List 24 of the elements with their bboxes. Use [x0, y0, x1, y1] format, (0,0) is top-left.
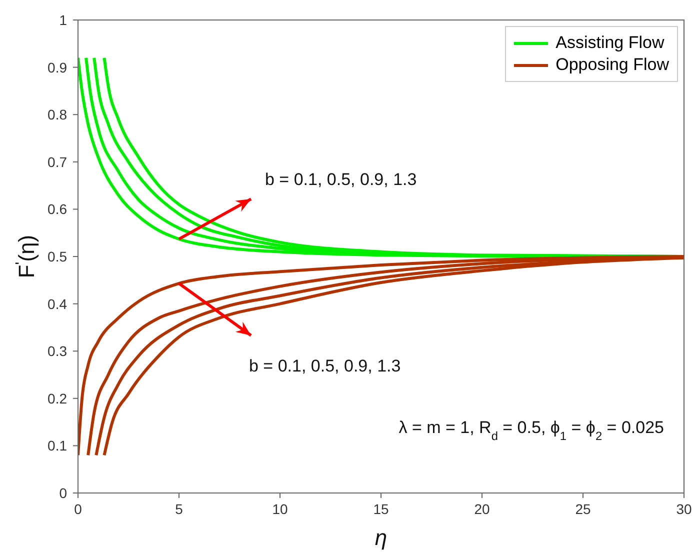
y-tick-label: 0.4: [48, 296, 68, 312]
annotation: b = 0.1, 0.5, 0.9, 1.3: [249, 356, 401, 376]
y-tick-label: 0.9: [48, 59, 68, 76]
y-tick-label: 0.7: [48, 154, 68, 170]
x-tick-label: 20: [474, 500, 490, 517]
y-tick-label: 1: [59, 12, 68, 28]
y-tick-label: 0.3: [48, 343, 68, 360]
y-tick-label: 0.5: [48, 248, 68, 264]
x-tick-label: 15: [373, 500, 389, 517]
x-tick-label: 5: [175, 500, 184, 517]
y-tick-label: 0.8: [48, 106, 68, 123]
y-tick-label: 0.2: [48, 390, 68, 406]
annotation: λ = m = 1, R$_{d}$ = 0.5, ϕ$_{1}$ = ϕ$_{2}$ = 0.025: [398, 418, 664, 443]
x-tick-label: 25: [575, 500, 591, 517]
legend-label: Opposing Flow: [556, 55, 669, 75]
legend-label: Assisting Flow: [556, 33, 664, 53]
x-axis-title: η: [374, 525, 388, 550]
annotation: b = 0.1, 0.5, 0.9, 1.3: [265, 170, 417, 189]
y-tick-label: 0.1: [48, 438, 68, 454]
x-tick-label: 30: [676, 500, 692, 517]
y-tick-label: 0: [59, 484, 68, 501]
y-tick-label: 0.6: [48, 201, 68, 218]
x-tick-label: 10: [272, 500, 288, 517]
x-tick-label: 0: [74, 500, 82, 517]
